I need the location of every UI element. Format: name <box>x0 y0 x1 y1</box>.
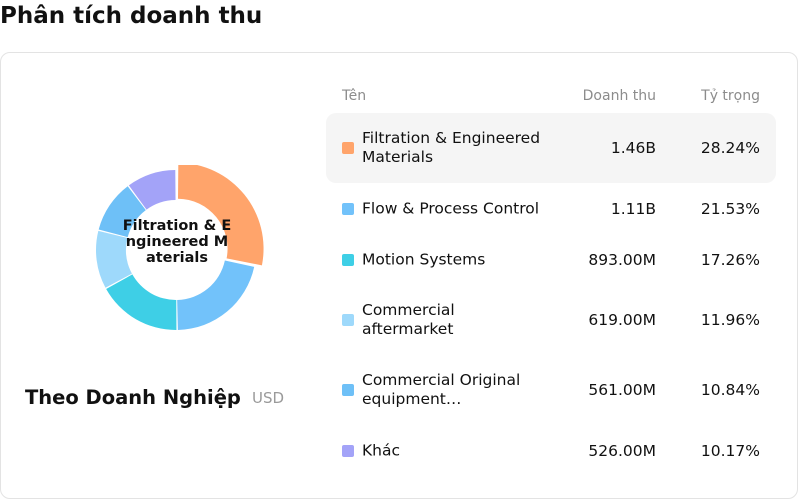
legend-swatch <box>342 142 354 154</box>
row-name: Motion Systems <box>362 250 486 268</box>
donut-center-label: Filtration & Engineered Materials <box>122 218 232 266</box>
revenue-table: Tên Doanh thu Tỷ trọng Filtration & Engi… <box>326 83 776 476</box>
unit-label: USD <box>251 388 285 407</box>
header-name: Tên <box>342 88 367 104</box>
table-row[interactable]: Motion Systems 893.00M 17.26% <box>326 234 776 285</box>
header-share: Tỷ trọng <box>701 88 760 104</box>
row-revenue: 619.00M <box>588 311 656 329</box>
row-revenue: 1.11B <box>610 199 656 218</box>
donut-svg <box>95 165 264 330</box>
row-name: Filtration & Engineered Materials <box>362 129 541 166</box>
revenue-card: Filtration & Engineered Materials Theo D… <box>0 52 798 499</box>
row-name: Khác <box>362 441 401 459</box>
row-revenue: 561.00M <box>588 381 656 399</box>
legend-swatch <box>342 202 354 215</box>
donut-chart[interactable]: Filtration & Engineered Materials <box>95 165 265 335</box>
row-share: 17.26% <box>700 250 760 269</box>
legend-swatch <box>342 253 354 266</box>
legend-swatch <box>342 314 354 326</box>
row-revenue: 893.00M <box>588 250 656 269</box>
table-row[interactable]: Khác 526.00M 10.17% <box>326 425 776 476</box>
donut-slice[interactable] <box>98 186 146 238</box>
table-row[interactable]: Filtration & Engineered Materials 1.46B … <box>326 113 776 183</box>
row-revenue: 1.46B <box>610 139 656 157</box>
table-row[interactable]: Flow & Process Control 1.11B 21.53% <box>326 183 776 234</box>
donut-slice[interactable] <box>106 274 177 330</box>
row-name: Commercial Original equipment… <box>362 371 521 408</box>
row-share: 10.84% <box>700 381 760 399</box>
legend-swatch <box>342 384 354 396</box>
legend-swatch <box>342 444 354 457</box>
row-share: 21.53% <box>700 199 760 218</box>
group-name[interactable]: Theo Doanh Nghiệp <box>24 386 241 409</box>
donut-slice[interactable] <box>177 260 255 330</box>
donut-slice[interactable] <box>178 165 264 266</box>
header-revenue: Doanh thu <box>582 88 656 104</box>
row-share: 10.17% <box>700 441 760 460</box>
donut-slice[interactable] <box>128 170 176 210</box>
page-title: Phân tích doanh thu <box>0 3 263 29</box>
row-revenue: 526.00M <box>588 441 656 460</box>
group-label[interactable]: Theo Doanh Nghiệp USD <box>1 386 308 409</box>
table-row[interactable]: Commercial Original equipment… 561.00M 1… <box>326 355 776 425</box>
row-name: Flow & Process Control <box>362 199 540 217</box>
row-share: 28.24% <box>700 139 760 157</box>
donut-slice[interactable] <box>95 230 132 288</box>
table-header: Tên Doanh thu Tỷ trọng <box>326 83 776 113</box>
row-share: 11.96% <box>700 311 760 329</box>
table-row[interactable]: Commercial aftermarket 619.00M 11.96% <box>326 285 776 355</box>
row-name: Commercial aftermarket <box>362 301 455 338</box>
